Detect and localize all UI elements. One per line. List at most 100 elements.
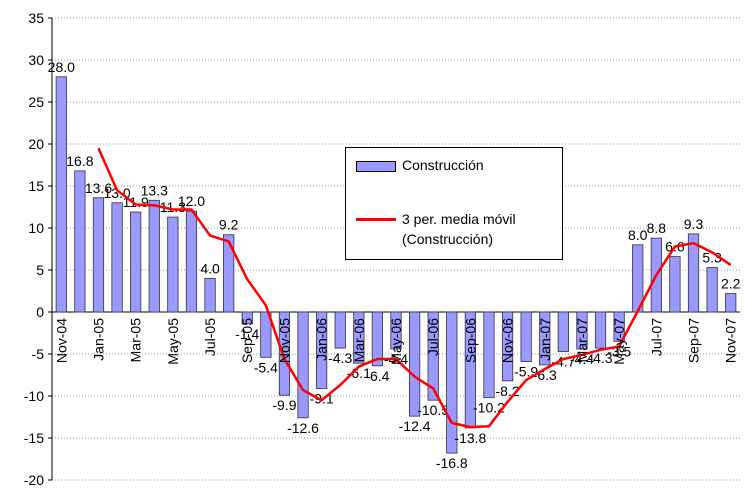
data-label: -6.1 [347,365,371,381]
x-tick-label: Nov-07 [723,318,739,363]
bar [55,76,67,313]
bar [371,311,384,367]
bar [353,311,365,364]
bar [539,311,551,366]
bar [74,170,86,313]
data-label: -5.4 [254,359,278,375]
x-tick-label: Jan-06 [314,318,330,361]
x-tick-label: May-05 [165,318,181,365]
x-tick-label: Nov-04 [53,318,69,363]
bar [408,311,421,417]
line [97,147,732,429]
x-tick-label: Sep-05 [239,318,255,363]
y-tick-label: 20 [28,136,44,152]
x-tick-label: Jul-05 [202,318,218,356]
data-label: 9.3 [684,216,704,232]
data-label: -4.3 [588,350,612,366]
bar [334,311,346,349]
legend: Construcción 3 per. media móvil (Constru… [345,147,563,260]
data-label: 13.3 [141,182,168,198]
bar [167,216,179,313]
bar [297,311,309,419]
x-tick-label: May-06 [388,318,404,365]
y-tick-label: 25 [28,94,44,110]
data-label: -16.8 [436,455,468,471]
y-tick-label: 35 [28,10,44,26]
y-tick-label: 0 [36,304,44,320]
data-label: 4.0 [200,260,220,276]
x-tick-label: May-07 [611,318,627,365]
y-tick-label: -20 [24,472,44,486]
x-tick-label: Mar-05 [128,318,144,363]
data-label: 8.0 [628,227,648,243]
data-label: -13.8 [454,430,486,446]
bar [501,311,514,382]
bar [725,293,737,313]
x-tick-label: Sep-06 [462,318,478,363]
y-tick-label: -10 [24,388,44,404]
legend-item: 3 per. media móvil (Construcción) [356,210,556,249]
y-tick-label: 10 [28,220,44,236]
data-label: 13.6 [85,180,112,196]
x-tick-label: Mar-07 [574,318,590,363]
bar [446,311,458,454]
x-tick-label: Nov-05 [276,318,292,363]
legend-swatch [356,218,396,221]
bar [427,311,439,401]
data-label: 5.3 [702,249,722,265]
data-label: 8.8 [647,220,667,236]
data-label: 12.0 [178,193,205,209]
x-tick-label: Jul-06 [425,318,441,356]
bar [316,311,328,389]
bar [278,311,291,396]
data-label: -10.5 [417,402,449,418]
x-tick-label: Jan-07 [537,318,553,361]
data-label: 11.3 [160,199,186,215]
data-label: -9.9 [272,397,296,413]
legend-item: Construcción [356,157,484,173]
data-label: 2.2 [721,276,741,292]
bar [223,234,235,313]
legend-label: 3 per. media móvil (Construcción) [402,211,516,247]
bar [520,311,532,362]
bar [576,311,588,350]
y-tick-label: 30 [28,52,44,68]
data-label: 9.2 [219,217,239,233]
x-tick-label: Mar-06 [351,318,367,363]
bar [148,199,160,313]
data-label: -10.2 [473,400,505,416]
data-label: -12.6 [287,420,319,436]
data-label: -1.4 [235,326,259,342]
bar [557,311,569,352]
bar [706,267,718,313]
bar [185,210,198,313]
bar [390,311,402,350]
bar [92,197,105,313]
data-label: 16.8 [66,153,93,169]
bar [111,202,123,313]
data-label: -4.3 [328,350,352,366]
data-label: 28.0 [48,59,75,75]
y-tick-label: 15 [28,178,44,194]
y-tick-label: 5 [36,262,44,278]
x-tick-label: Sep-07 [686,318,702,363]
x-tick-label: Jan-05 [90,318,106,361]
x-tick-label: Jul-07 [648,318,664,356]
bar [594,311,607,349]
bar [613,311,625,342]
bar [241,311,253,325]
bar [260,311,272,358]
legend-swatch [356,161,396,172]
bar [204,277,216,313]
bar [483,311,495,399]
bar [130,211,142,313]
data-label: -12.4 [399,418,431,434]
y-tick-label: -5 [32,346,45,362]
x-tick-label: Nov-06 [500,318,516,363]
y-tick-label: -15 [24,430,44,446]
bar [687,233,700,313]
data-label: -6.3 [533,367,557,383]
data-label: -6.4 [365,368,389,384]
